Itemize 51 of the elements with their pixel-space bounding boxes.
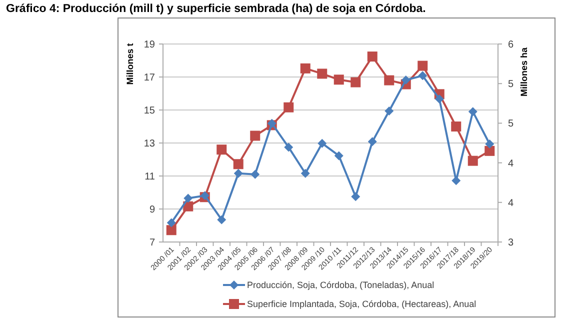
point bbox=[184, 194, 193, 203]
point bbox=[468, 107, 478, 116]
point bbox=[384, 106, 394, 116]
point bbox=[300, 63, 310, 74]
y-tick-label: 13 bbox=[144, 138, 156, 150]
legend-label: Superficie Implantada, Soja, Córdoba, (Hectareas), Anual bbox=[247, 299, 476, 310]
point bbox=[368, 137, 377, 146]
point bbox=[250, 130, 260, 141]
y-tick-label: 19 bbox=[144, 40, 156, 50]
y2-tick-label: 5 bbox=[508, 118, 514, 130]
point bbox=[318, 138, 327, 148]
y2-tick-label: 4 bbox=[508, 198, 514, 209]
point bbox=[300, 168, 310, 178]
point bbox=[367, 52, 378, 62]
y-axis-title: Millones t bbox=[125, 43, 135, 85]
point bbox=[485, 139, 494, 148]
point bbox=[418, 71, 428, 80]
point bbox=[284, 102, 294, 112]
y2-tick-label: 3 bbox=[508, 238, 514, 248]
point bbox=[484, 146, 495, 156]
point bbox=[166, 225, 176, 236]
y2-axis-title: Millones ha bbox=[519, 46, 529, 97]
point bbox=[468, 156, 478, 166]
point bbox=[233, 159, 244, 170]
point bbox=[250, 170, 260, 179]
y2-tick-label: 5 bbox=[508, 79, 514, 90]
y2-tick-label: 6 bbox=[508, 40, 514, 50]
point bbox=[351, 192, 360, 202]
point bbox=[317, 68, 328, 79]
y-tick-label: 11 bbox=[144, 172, 156, 182]
point bbox=[334, 151, 344, 160]
point bbox=[401, 75, 410, 84]
y-tick-label: 17 bbox=[144, 72, 156, 84]
point bbox=[284, 142, 294, 152]
legend-label: Producción, Soja, Córdoba, (Toneladas), Anual bbox=[247, 280, 434, 290]
point bbox=[166, 218, 176, 228]
y-tick-label: 15 bbox=[144, 106, 156, 116]
point bbox=[334, 74, 344, 85]
point bbox=[384, 75, 394, 86]
point bbox=[451, 122, 462, 132]
point bbox=[418, 60, 428, 71]
point bbox=[217, 215, 226, 224]
point bbox=[234, 168, 243, 178]
y-tick-label: 7 bbox=[149, 238, 156, 248]
chart-title: Gráfico 4: Producción (mill t) y superficie sembrada (ha) de soja en Córdoba. bbox=[6, 3, 426, 15]
point bbox=[434, 94, 444, 104]
y-tick-label: 9 bbox=[149, 204, 156, 216]
point bbox=[267, 118, 276, 128]
y2-tick-label: 4 bbox=[508, 158, 514, 170]
point bbox=[350, 77, 361, 88]
point bbox=[216, 144, 227, 155]
